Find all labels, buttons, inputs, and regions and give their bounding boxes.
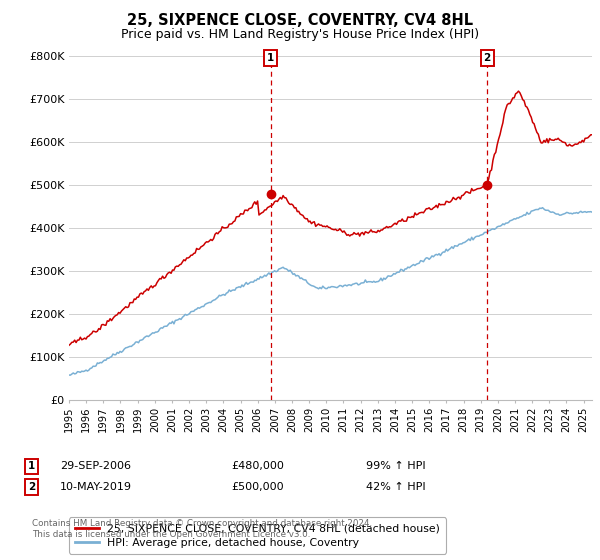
Text: 25, SIXPENCE CLOSE, COVENTRY, CV4 8HL: 25, SIXPENCE CLOSE, COVENTRY, CV4 8HL: [127, 13, 473, 28]
Text: 10-MAY-2019: 10-MAY-2019: [60, 482, 132, 492]
Text: 29-SEP-2006: 29-SEP-2006: [60, 461, 131, 472]
Text: 1: 1: [28, 461, 35, 472]
Text: Price paid vs. HM Land Registry's House Price Index (HPI): Price paid vs. HM Land Registry's House …: [121, 28, 479, 41]
Text: Contains HM Land Registry data © Crown copyright and database right 2024.
This d: Contains HM Land Registry data © Crown c…: [32, 520, 372, 539]
Text: 99% ↑ HPI: 99% ↑ HPI: [366, 461, 425, 472]
Text: £480,000: £480,000: [231, 461, 284, 472]
Text: 2: 2: [484, 53, 491, 63]
Text: 1: 1: [267, 53, 274, 63]
Legend: 25, SIXPENCE CLOSE, COVENTRY, CV4 8HL (detached house), HPI: Average price, deta: 25, SIXPENCE CLOSE, COVENTRY, CV4 8HL (d…: [69, 517, 446, 554]
Text: 42% ↑ HPI: 42% ↑ HPI: [366, 482, 425, 492]
Text: £500,000: £500,000: [231, 482, 284, 492]
Text: 2: 2: [28, 482, 35, 492]
